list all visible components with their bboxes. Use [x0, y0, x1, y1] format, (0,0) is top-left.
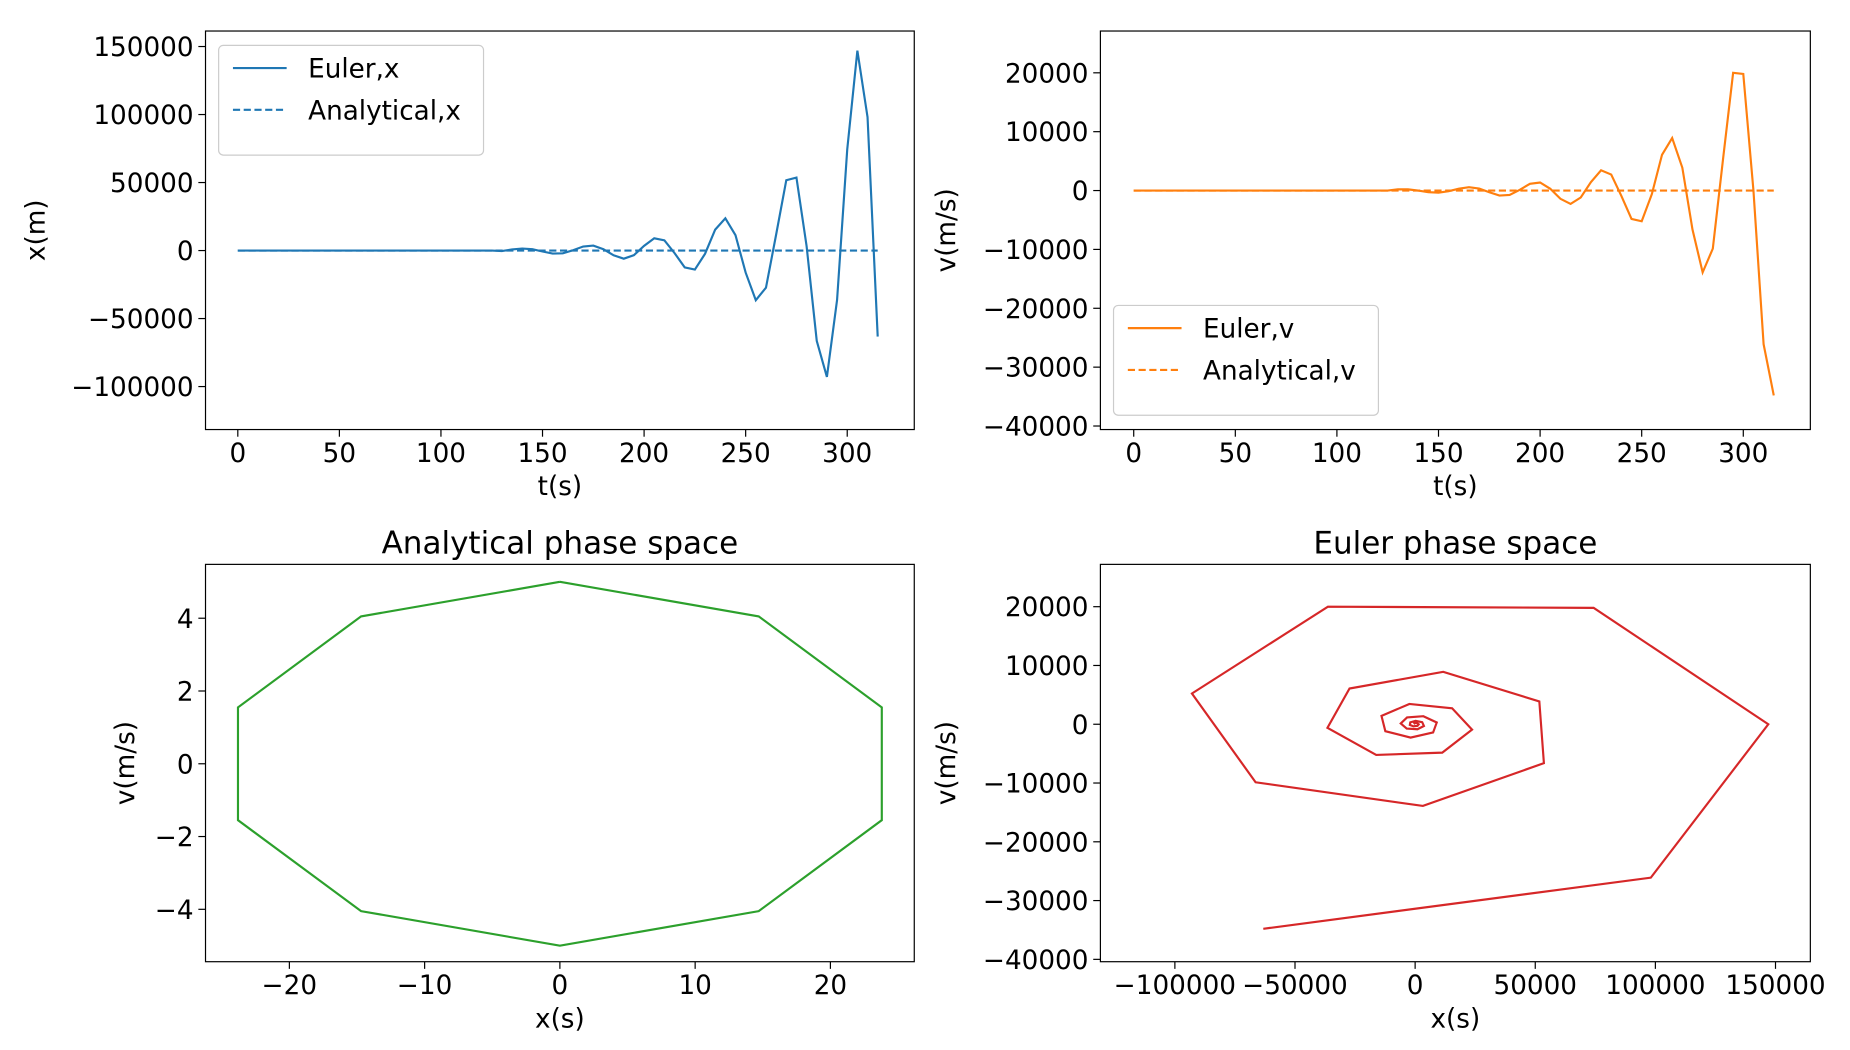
subplot: 0 50 100 150 200 250 300 −100000 −50000 0 50000 100…	[21, 30, 915, 502]
x-tick-label: −10	[397, 971, 452, 1001]
y-tick-label: −10000	[983, 770, 1089, 800]
x-tick-label: 150	[1413, 439, 1463, 469]
y-tick-label: −4	[155, 896, 194, 926]
x-tick-label: −100000	[1114, 971, 1236, 1001]
y-tick-label: −2	[155, 823, 194, 853]
x-tick-label: 300	[1718, 439, 1768, 469]
axes-frame	[204, 30, 915, 431]
x-tick-label: 0	[552, 971, 569, 1001]
y-tick-label: 10000	[1005, 652, 1089, 682]
y-tick-label: −20000	[983, 828, 1089, 858]
x-tick-label: 50000	[1493, 971, 1577, 1001]
series-line	[236, 580, 883, 947]
y-tick-label: 0	[1072, 711, 1089, 741]
legend-label: Analytical,x	[308, 96, 461, 126]
legend-label: Euler,x	[308, 55, 399, 85]
y-axis-label: x(m)	[21, 199, 51, 261]
y-axis-label: v(m/s)	[932, 188, 962, 272]
legend-box	[218, 44, 485, 156]
series-line	[1190, 605, 1770, 930]
y-tick-label: 4	[177, 605, 194, 635]
y-tick-label: 150000	[93, 33, 193, 63]
x-tick-label: 100	[416, 439, 466, 469]
x-tick-label: 20	[814, 971, 847, 1001]
y-tick-label: 20000	[1005, 593, 1089, 623]
y-tick-label: 50000	[110, 169, 194, 199]
subplot: −100000 −50000 0 50000 100000 150000−40000−30…	[932, 526, 1826, 1035]
y-tick-label: −40000	[983, 946, 1089, 976]
x-tick-label: 300	[822, 439, 872, 469]
x-tick-label: 100	[1312, 439, 1362, 469]
y-tick-label: 0	[177, 237, 194, 267]
subplot-title: Analytical phase space	[382, 526, 739, 562]
subplot-title: Euler phase space	[1313, 526, 1597, 562]
series-line	[237, 50, 879, 378]
x-tick-label: 150	[517, 439, 567, 469]
y-tick-label: −40000	[983, 413, 1089, 443]
axes-frame	[1099, 563, 1811, 963]
x-axis-label: t(s)	[1433, 472, 1477, 502]
x-tick-label: 200	[1515, 439, 1565, 469]
x-tick-label: 250	[721, 439, 771, 469]
x-tick-label: 100000	[1605, 971, 1705, 1001]
x-tick-label: 50	[1219, 439, 1252, 469]
y-tick-label: −50000	[88, 305, 193, 335]
y-tick-label: −30000	[983, 887, 1089, 917]
y-tick-label: 100000	[93, 101, 193, 131]
y-tick-label: −30000	[983, 354, 1089, 384]
x-tick-label: −20	[262, 971, 317, 1001]
x-axis-label: x(s)	[535, 1004, 585, 1034]
y-tick-label: 0	[177, 750, 194, 780]
y-tick-label: −20000	[983, 295, 1089, 325]
x-tick-label: 150000	[1725, 971, 1825, 1001]
y-tick-label: 20000	[1005, 59, 1089, 89]
x-axis-label: t(s)	[538, 472, 582, 502]
y-tick-label: −100000	[71, 373, 193, 403]
x-tick-label: 200	[619, 439, 669, 469]
x-tick-label: 50	[323, 439, 356, 469]
axes-frame	[1099, 30, 1811, 431]
x-tick-label: −50000	[1242, 971, 1348, 1001]
x-tick-label: 10	[678, 971, 711, 1001]
y-tick-label: 0	[1072, 177, 1089, 207]
x-tick-label: 250	[1617, 439, 1667, 469]
y-tick-label: −10000	[983, 236, 1089, 266]
legend-box	[1112, 304, 1380, 416]
series-line	[1133, 71, 1775, 396]
legend-label: Analytical,v	[1203, 356, 1356, 386]
y-tick-label: 10000	[1005, 118, 1089, 148]
y-tick-label: 2	[177, 678, 194, 708]
y-axis-label: v(m/s)	[932, 721, 962, 805]
legend-label: Euler,v	[1203, 315, 1294, 345]
x-tick-label: 0	[229, 439, 246, 469]
x-tick-label: 0	[1407, 971, 1424, 1001]
subplot: 0 50 100 150 200 250 300 −40000 −30000 −20000 −100…	[932, 30, 1811, 502]
x-axis-label: x(s)	[1431, 1004, 1481, 1034]
y-axis-label: v(m/s)	[111, 721, 141, 805]
x-tick-label: 0	[1125, 439, 1142, 469]
